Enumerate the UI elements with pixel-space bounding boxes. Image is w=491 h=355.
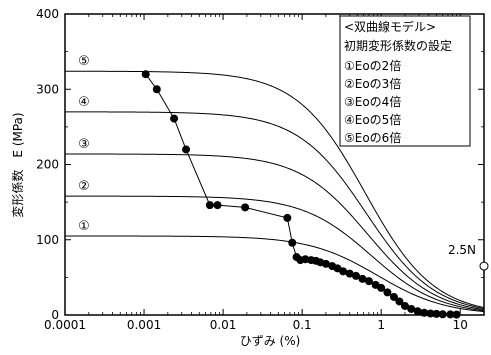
x-tick-label: 0.0001 [44, 318, 86, 332]
measured-point [213, 201, 222, 210]
legend-title: <双曲線モデル> [344, 19, 436, 34]
y-tick-label: 100 [36, 233, 59, 247]
measured-point [395, 297, 404, 306]
legend-item-1: ①Eoの2倍 [344, 58, 401, 73]
x-tick-label: 0.01 [210, 318, 237, 332]
y-tick-label: 400 [36, 7, 59, 21]
measured-point [321, 259, 330, 268]
measured-point [413, 307, 422, 316]
legend-item-5: ⑤Eoの6倍 [344, 130, 401, 145]
x-tick-label: 0.1 [293, 318, 312, 332]
measured-point [389, 292, 398, 301]
legend-item-2: ②Eoの3倍 [344, 76, 401, 91]
measured-point [383, 288, 392, 297]
y-axis-title: 変形係数 E (MPa) [10, 112, 25, 217]
model-curve-5 [65, 70, 485, 309]
side-marker-label: 2.5N [448, 243, 476, 257]
measured-point [283, 213, 292, 222]
curve-label-3: ③ [78, 137, 90, 152]
x-tick-label: 1 [377, 318, 385, 332]
measured-point [377, 283, 386, 292]
measured-point [182, 145, 191, 154]
curve-label-5: ⑤ [78, 54, 90, 69]
measured-point [407, 304, 416, 313]
x-axis-title: ひずみ (%) [240, 334, 301, 348]
measured-point [152, 85, 161, 94]
measured-point [345, 269, 354, 278]
measured-point [400, 301, 409, 310]
model-curve-3 [65, 153, 485, 311]
x-tick-label: 10 [453, 318, 468, 332]
y-tick-label: 300 [36, 82, 59, 96]
y-tick-label: 200 [36, 158, 59, 172]
x-tick-label: 0.001 [127, 318, 161, 332]
curve-label-4: ④ [78, 95, 90, 110]
measured-point [170, 114, 179, 123]
curve-label-1: ① [78, 219, 90, 234]
model-curve-2 [65, 195, 485, 312]
measured-point [141, 70, 150, 79]
legend-box [339, 15, 471, 147]
legend-subtitle: 初期変形係数の設定 [344, 38, 452, 53]
curve-label-2: ② [78, 179, 90, 194]
legend-item-4: ④Eoの5倍 [344, 112, 401, 127]
legend-item-3: ③Eoの4倍 [344, 94, 401, 109]
measured-point [288, 238, 297, 247]
model-curve-1 [65, 235, 485, 313]
measured-point [339, 267, 348, 276]
measured-point [351, 271, 360, 280]
measured-point [358, 274, 367, 283]
measured-point [364, 277, 373, 286]
side-marker [479, 261, 489, 271]
model-curve-4 [65, 111, 485, 310]
measured-point [205, 201, 214, 210]
measured-point [241, 203, 250, 212]
y-tick-label: 0 [51, 308, 59, 322]
